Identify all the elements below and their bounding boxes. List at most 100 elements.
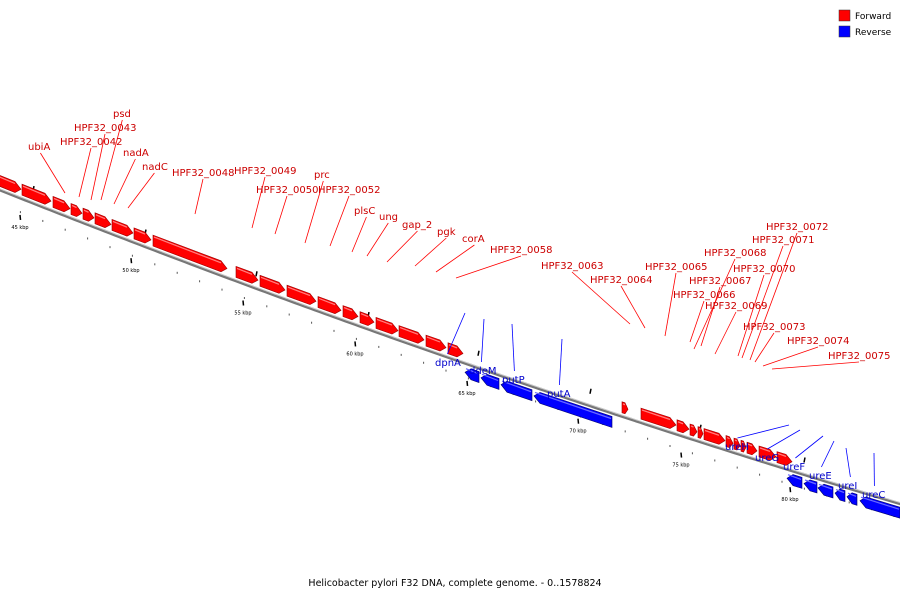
gene-highlight xyxy=(287,286,311,297)
reverse-label-putp: putP xyxy=(502,375,525,386)
legend-swatch-reverse xyxy=(838,25,851,38)
upper-tick xyxy=(589,388,592,394)
forward-label-hpf32-0050: HPF32_0050 xyxy=(256,185,318,196)
gene-highlight xyxy=(71,204,77,209)
forward-leader-hpf32-0064 xyxy=(620,285,646,329)
gene-highlight xyxy=(399,327,419,335)
gene-highlight xyxy=(318,297,336,306)
forward-leader-hpf32-0052 xyxy=(329,195,350,247)
gene-highlight xyxy=(747,443,753,447)
reverse-label-uree: ureE xyxy=(809,471,832,482)
tick-label-55-kbp: 55 kbp xyxy=(234,310,251,316)
gene-highlight xyxy=(804,479,817,485)
forward-leader-hpf32-0070 xyxy=(737,274,765,357)
tick-label-45-kbp: 45 kbp xyxy=(11,225,28,231)
gene-highlight xyxy=(260,276,280,285)
reverse-leader-puta xyxy=(559,338,563,386)
forward-gene-22[interactable] xyxy=(689,423,698,437)
reverse-label-urec: ureC xyxy=(862,490,885,501)
reverse-label-uref: ureF xyxy=(783,462,805,473)
reverse-label-ddem: ddeM xyxy=(469,366,496,377)
forward-leader-cora xyxy=(435,244,475,273)
reverse-leader-putp xyxy=(511,323,515,372)
gene-highlight xyxy=(112,220,128,228)
forward-leader-hpf32-0048 xyxy=(194,178,204,215)
label-leaders xyxy=(40,119,875,487)
forward-leader-hpf32-0072 xyxy=(749,232,798,361)
forward-label-hpf32-0064: HPF32_0064 xyxy=(590,275,652,286)
forward-label-hpf32-0073: HPF32_0073 xyxy=(743,322,805,333)
forward-label-hpf32-0065: HPF32_0065 xyxy=(645,262,707,273)
reverse-leader-urei xyxy=(845,447,851,478)
major-tick xyxy=(680,452,683,458)
forward-leader-plsc xyxy=(351,216,367,253)
forward-label-hpf32-0068: HPF32_0068 xyxy=(704,248,766,259)
forward-leader-hpf32-0065 xyxy=(664,272,677,337)
gene-highlight xyxy=(153,236,222,264)
gene-highlight xyxy=(426,336,441,343)
forward-label-hpf32-0052: HPF32_0052 xyxy=(318,185,380,196)
gene-highlight xyxy=(360,313,369,318)
reverse-leader-uref xyxy=(795,435,824,459)
forward-label-pgk: pgk xyxy=(437,227,456,238)
forward-label-ung: ung xyxy=(379,212,398,223)
forward-label-ubia: ubiA xyxy=(28,142,50,153)
forward-label-hpf32-0043: HPF32_0043 xyxy=(74,123,136,134)
genome-backbone xyxy=(0,188,900,506)
major-tick xyxy=(789,487,792,493)
reverse-leader-ddem xyxy=(481,318,485,363)
tick-label-65-kbp: 65 kbp xyxy=(458,391,475,397)
gene-highlight xyxy=(534,391,612,420)
forward-label-psd: psd xyxy=(113,109,131,120)
gene-track xyxy=(0,175,900,519)
gene-highlight xyxy=(481,373,499,382)
forward-label-prc: prc xyxy=(314,170,330,181)
forward-gene-27[interactable] xyxy=(740,439,747,453)
forward-label-nada: nadA xyxy=(123,148,149,159)
forward-label-hpf32-0049: HPF32_0049 xyxy=(234,166,296,177)
reverse-label-urei: ureI xyxy=(838,481,857,492)
forward-leader-nadc xyxy=(127,172,155,209)
forward-gene-19[interactable] xyxy=(621,401,629,415)
forward-leader-hpf32-0058 xyxy=(455,255,522,279)
reverse-gene-1[interactable] xyxy=(480,373,500,390)
gene-labels: ubiA HPF32_0042 HPF32_0043 psd nadA nadC HPF32… xyxy=(28,109,890,501)
gene-highlight xyxy=(0,176,16,185)
forward-leader-hpf32-0074 xyxy=(762,346,819,367)
gene-highlight xyxy=(134,229,146,235)
forward-label-nadc: nadC xyxy=(142,162,168,173)
gene-highlight xyxy=(677,421,684,425)
gene-highlight xyxy=(465,368,479,375)
forward-label-hpf32-0075: HPF32_0075 xyxy=(828,351,890,362)
forward-gene-25[interactable] xyxy=(725,435,734,449)
forward-label-hpf32-0074: HPF32_0074 xyxy=(787,336,849,347)
reverse-gene-3[interactable] xyxy=(533,392,613,428)
forward-gene-26[interactable] xyxy=(733,437,741,451)
upper-tick xyxy=(477,350,480,356)
gene-highlight xyxy=(734,439,738,442)
forward-leader-hpf32-0068 xyxy=(693,258,736,350)
gene-highlight xyxy=(741,441,744,444)
forward-leader-hpf32-0043 xyxy=(90,133,106,201)
forward-leader-hpf32-0063 xyxy=(571,271,631,325)
legend-swatch-forward xyxy=(838,9,851,22)
gene-highlight xyxy=(622,403,626,406)
reverse-gene-9[interactable] xyxy=(859,496,900,519)
forward-leader-hpf32-0049 xyxy=(251,176,266,229)
forward-label-hpf32-0063: HPF32_0063 xyxy=(541,261,603,272)
forward-label-hpf32-0069: HPF32_0069 xyxy=(705,301,767,312)
major-tick xyxy=(466,380,469,386)
reverse-gene-2[interactable] xyxy=(500,380,533,402)
forward-leader-hpf32-0073 xyxy=(754,332,775,363)
kbp-scale: 45 kbp 50 kbp 55 kbp 60 kbp 65 kbp 70 kbp 75 k… xyxy=(11,185,895,517)
gene-highlight xyxy=(641,409,671,421)
forward-leader-hpf32-0075 xyxy=(771,361,860,370)
forward-leader-hpf32-0066 xyxy=(689,300,705,343)
forward-gene-23[interactable] xyxy=(697,426,704,439)
reverse-leader-ureh xyxy=(737,424,790,439)
major-tick xyxy=(130,258,133,264)
forward-leader-psd xyxy=(100,119,123,201)
forward-leader-hpf32-0069 xyxy=(714,311,737,355)
